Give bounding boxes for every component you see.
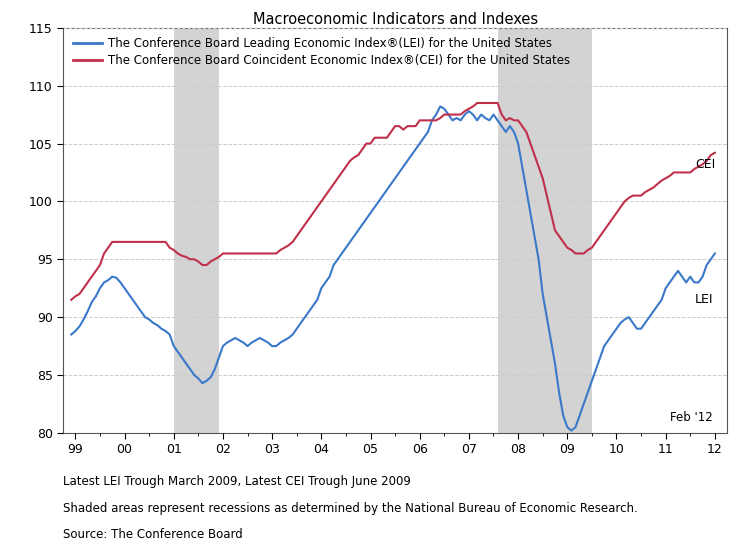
Title: Macroeconomic Indicators and Indexes: Macroeconomic Indicators and Indexes	[252, 12, 538, 27]
Text: Source: The Conference Board: Source: The Conference Board	[63, 528, 243, 541]
Text: Shaded areas represent recessions as determined by the National Bureau of Econom: Shaded areas represent recessions as det…	[63, 502, 638, 515]
Text: CEI: CEI	[695, 158, 715, 171]
Text: Latest LEI Trough March 2009, Latest CEI Trough June 2009: Latest LEI Trough March 2009, Latest CEI…	[63, 475, 411, 487]
Text: LEI: LEI	[695, 293, 714, 306]
Bar	[498, 28, 592, 433]
Text: Feb '12: Feb '12	[669, 411, 712, 423]
Legend: The Conference Board Leading Economic Index®(LEI) for the United States, The Con: The Conference Board Leading Economic In…	[68, 33, 575, 72]
Bar	[174, 28, 219, 433]
